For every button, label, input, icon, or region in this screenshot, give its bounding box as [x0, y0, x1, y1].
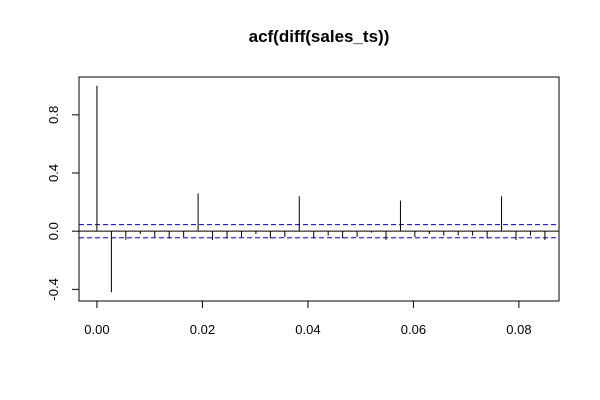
- x-tick-label: 0.00: [84, 322, 109, 337]
- y-tick-label: 0.8: [46, 106, 61, 124]
- y-tick-label: 0.0: [46, 222, 61, 240]
- plot-frame: [78, 76, 560, 302]
- y-axis: -0.4 0.0 0.4 0.8: [46, 106, 80, 301]
- acf-bars: [96, 85, 546, 293]
- x-tick-label: 0.04: [295, 322, 320, 337]
- x-tick-label: 0.02: [190, 322, 215, 337]
- x-tick-label: 0.08: [506, 322, 531, 337]
- confidence-bounds: [79, 224, 559, 239]
- chart-title: acf(diff(sales_ts)): [249, 27, 390, 46]
- x-tick-label: 0.06: [401, 322, 426, 337]
- y-tick-label: 0.4: [46, 164, 61, 182]
- x-axis: 0.00 0.02 0.04 0.06 0.08: [84, 300, 532, 337]
- y-tick-label: -0.4: [46, 278, 61, 300]
